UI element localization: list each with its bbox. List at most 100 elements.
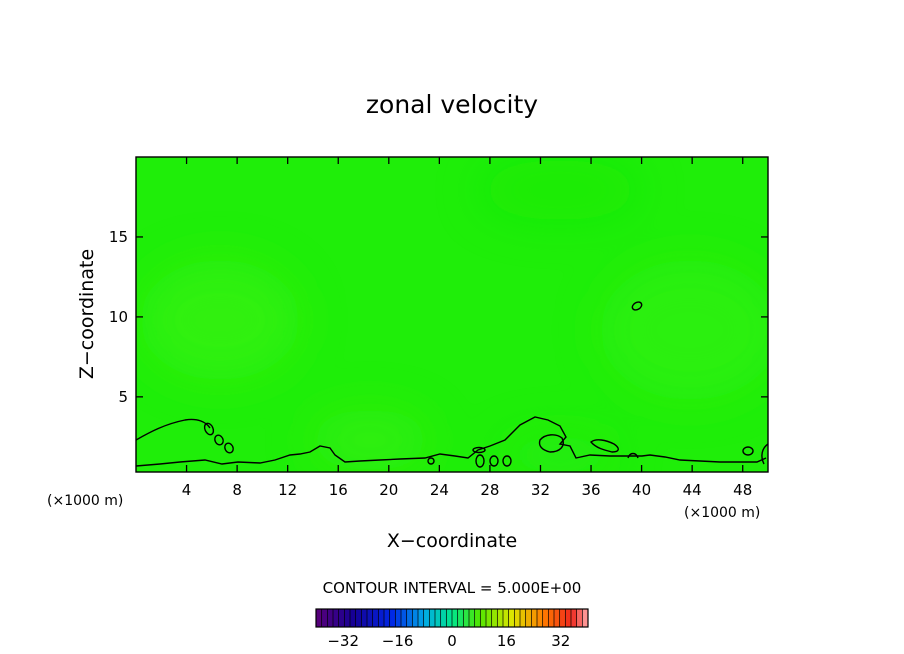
colorbar-tick-label: 16 (497, 632, 516, 650)
colorbar-tick-label: 0 (447, 632, 457, 650)
colorbar-cell (469, 609, 475, 627)
shade-mid (310, 410, 430, 470)
colorbar-cell (412, 609, 419, 627)
colorbar (315, 608, 589, 628)
colorbar-cell (457, 609, 464, 627)
contour-bump (538, 434, 564, 453)
x-tick-label: 44 (683, 481, 702, 499)
chart-title: zonal velocity (366, 90, 538, 119)
colorbar-tick-label: 32 (551, 632, 570, 650)
contour-oval-9 (427, 457, 435, 465)
colorbar-cell (537, 609, 543, 627)
x-axis-ticks: 4 8 12 16 20 24 28 32 36 40 44 48 (182, 157, 752, 499)
colorbar-cell (406, 609, 413, 627)
x-unit-label-right: (×1000 m) (684, 505, 760, 521)
x-tick-label: 16 (329, 481, 348, 499)
contour-oval-10 (742, 446, 754, 456)
x-tick-label: 24 (430, 481, 449, 499)
contour-oval-5 (475, 454, 485, 468)
x-unit-label-left: (×1000 m) (47, 493, 123, 509)
colorbar-cell (571, 609, 577, 627)
x-tick-label: 4 (182, 481, 192, 499)
contour-right-edge (761, 443, 768, 465)
colorbar-cell (446, 609, 453, 627)
colorbar-cell (480, 609, 487, 627)
y-axis-ticks: 5 10 15 (109, 228, 768, 406)
y-tick-label: 5 (118, 388, 128, 406)
colorbar-cell (333, 609, 339, 627)
contour-oval-2 (214, 434, 224, 446)
colorbar-cell (440, 609, 447, 627)
colorbar-cell (582, 609, 589, 627)
x-tick-label: 12 (278, 481, 297, 499)
contour-right-bump-2 (627, 452, 639, 459)
contour-right-bump (590, 439, 619, 453)
contour-left (136, 418, 211, 441)
colorbar-cell (355, 609, 362, 627)
colorbar-cell (378, 609, 385, 627)
colorbar-cell (542, 609, 549, 627)
y-axis-title: Z−coordinate (76, 249, 98, 379)
colorbar-cell (463, 609, 470, 627)
colorbar-cell (491, 609, 498, 627)
colorbar-cell (327, 609, 334, 627)
colorbar-cell (525, 609, 532, 627)
colorbar-cell (497, 609, 504, 627)
x-tick-label: 8 (232, 481, 242, 499)
colorbar-cell (389, 609, 396, 627)
colorbar-cell (486, 609, 492, 627)
x-tick-label: 32 (531, 481, 550, 499)
contour-oval-3 (224, 442, 234, 454)
colorbar-cell (350, 609, 356, 627)
colorbar-cell (514, 609, 521, 627)
x-axis-title: X−coordinate (387, 530, 517, 552)
x-tick-label: 40 (632, 481, 651, 499)
colorbar-cell (503, 609, 509, 627)
y-tick-label: 10 (109, 308, 128, 326)
colorbar-cell (384, 609, 390, 627)
x-tick-label: 36 (581, 481, 600, 499)
x-tick-label: 28 (480, 481, 499, 499)
contour-interval-label: CONTOUR INTERVAL = 5.000E+00 (323, 579, 582, 597)
colorbar-cell (418, 609, 424, 627)
colorbar-cell (435, 609, 441, 627)
colorbar-cell (531, 609, 538, 627)
colorbar-cell (361, 609, 368, 627)
colorbar-cell (367, 609, 373, 627)
x-tick-label: 20 (379, 481, 398, 499)
contour-oval-6 (489, 455, 499, 467)
colorbar-cell (372, 609, 379, 627)
colorbar-cell (401, 609, 407, 627)
colorbar-cell (565, 609, 572, 627)
colorbar-tick-label: −16 (382, 632, 414, 650)
colorbar-cell (338, 609, 345, 627)
colorbar-frame (315, 608, 589, 628)
colorbar-cell (474, 609, 481, 627)
colorbar-cell (316, 609, 322, 627)
colorbar-ticks: −32 −16 0 16 32 (327, 632, 570, 650)
colorbar-tick-label: −32 (327, 632, 359, 650)
colorbar-cell (576, 609, 583, 627)
colorbar-cell (548, 609, 555, 627)
contour-lines (136, 301, 768, 468)
colorbar-cell (344, 609, 351, 627)
shade-bottom-right (500, 435, 620, 472)
contour-oval-7 (502, 455, 512, 467)
field-shading (140, 160, 768, 472)
colorbar-cell (423, 609, 430, 627)
colorbar-cell (452, 609, 458, 627)
colorbar-cell (429, 609, 436, 627)
contour-oval-4 (631, 301, 643, 311)
colorbar-cell (395, 609, 402, 627)
plot-frame (135, 156, 769, 473)
colorbar-cell (508, 609, 515, 627)
shade-right (600, 260, 768, 400)
contour-oval-1 (203, 422, 215, 436)
colorbar-cell (554, 609, 560, 627)
x-tick-label: 48 (733, 481, 752, 499)
velocity-field (136, 157, 768, 472)
colorbar-cell (520, 609, 526, 627)
contour-oval-8 (472, 446, 486, 454)
colorbar-cell (559, 609, 566, 627)
